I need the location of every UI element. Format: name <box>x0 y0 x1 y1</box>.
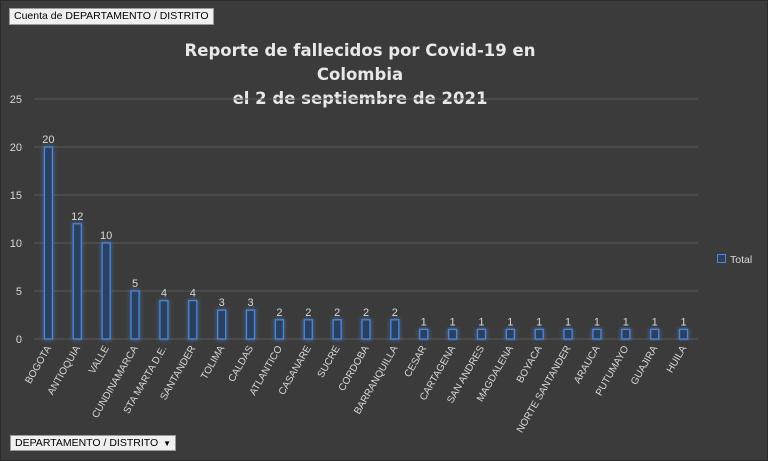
legend: Total <box>717 254 752 266</box>
bar <box>72 223 82 340</box>
dropdown-triangle-icon[interactable]: ▼ <box>163 439 172 448</box>
pivot-value-field-label: Cuenta de DEPARTAMENTO / DISTRITO <box>14 10 209 22</box>
data-label: 2 <box>334 307 340 319</box>
bar <box>678 328 689 340</box>
y-tick-label: 15 <box>10 190 22 202</box>
data-label: 1 <box>652 316 658 328</box>
bar <box>563 328 573 340</box>
bar <box>303 319 313 340</box>
data-label: 1 <box>681 316 687 328</box>
bar <box>534 328 544 340</box>
data-label: 2 <box>392 307 398 319</box>
data-label: 2 <box>276 307 282 319</box>
data-label: 1 <box>536 316 542 328</box>
data-label: 1 <box>450 316 456 328</box>
data-label: 2 <box>363 307 369 319</box>
data-label: 3 <box>247 297 253 309</box>
data-label: 1 <box>421 316 427 328</box>
pivot-axis-field-button[interactable]: DEPARTAMENTO / DISTRITO ▼ <box>10 435 177 451</box>
data-label: 1 <box>565 316 571 328</box>
bar <box>390 319 400 340</box>
bar <box>159 299 169 340</box>
x-tick-label: ARAUCA <box>572 344 603 386</box>
legend-swatch <box>717 254 726 263</box>
bar <box>419 328 429 340</box>
bar <box>130 290 140 340</box>
y-tick-label: 25 <box>10 94 22 106</box>
data-label: 4 <box>161 288 167 300</box>
data-label: 1 <box>594 316 600 328</box>
bar <box>592 328 602 340</box>
bar <box>505 328 515 340</box>
x-tick-label: CALDAS <box>227 344 257 384</box>
y-tick-label: 5 <box>16 286 22 298</box>
chart-title-line-1: Reporte de fallecidos por Covid-19 en Co… <box>184 41 536 84</box>
bar <box>217 309 227 340</box>
x-tick-label: BOGOTA <box>23 344 54 386</box>
data-label: 2 <box>305 307 311 319</box>
x-tick-label: CESAR <box>403 344 430 379</box>
data-label: 3 <box>219 297 225 309</box>
x-tick-label: GUAJIRA <box>629 344 660 387</box>
bar <box>101 242 111 340</box>
bar <box>43 146 54 340</box>
x-tick-label: HUILA <box>665 344 689 375</box>
bar <box>621 328 631 340</box>
y-tick-label: 0 <box>16 334 22 346</box>
data-label: 1 <box>507 316 513 328</box>
chart-title: Reporte de fallecidos por Covid-19 en Co… <box>151 39 569 111</box>
y-tick-label: 10 <box>10 238 22 250</box>
data-label: 10 <box>100 230 112 242</box>
legend-label: Total <box>730 254 753 266</box>
x-tick-label: SUCRE <box>316 344 343 380</box>
data-label: 4 <box>190 288 196 300</box>
bar <box>245 309 256 340</box>
data-label: 20 <box>42 134 54 146</box>
bar <box>650 328 660 340</box>
bar <box>332 319 342 340</box>
bar <box>274 319 285 340</box>
bar <box>476 328 487 340</box>
bar <box>361 319 371 340</box>
x-tick-label: VALLE <box>87 344 112 376</box>
pivot-value-field-button[interactable]: Cuenta de DEPARTAMENTO / DISTRITO <box>9 8 214 25</box>
pivot-axis-field-label: DEPARTAMENTO / DISTRITO <box>15 437 159 449</box>
bar <box>447 328 458 340</box>
data-label: 5 <box>132 278 138 290</box>
y-tick-label: 20 <box>10 142 22 154</box>
bar <box>188 299 198 340</box>
data-label: 12 <box>71 211 83 223</box>
x-tick-label: NORTE SANTANDER <box>515 344 574 435</box>
x-tick-label: TOLIMA <box>199 344 227 382</box>
data-label: 1 <box>623 316 629 328</box>
data-label: 1 <box>478 316 484 328</box>
x-tick-label: BOYACA <box>515 344 545 385</box>
